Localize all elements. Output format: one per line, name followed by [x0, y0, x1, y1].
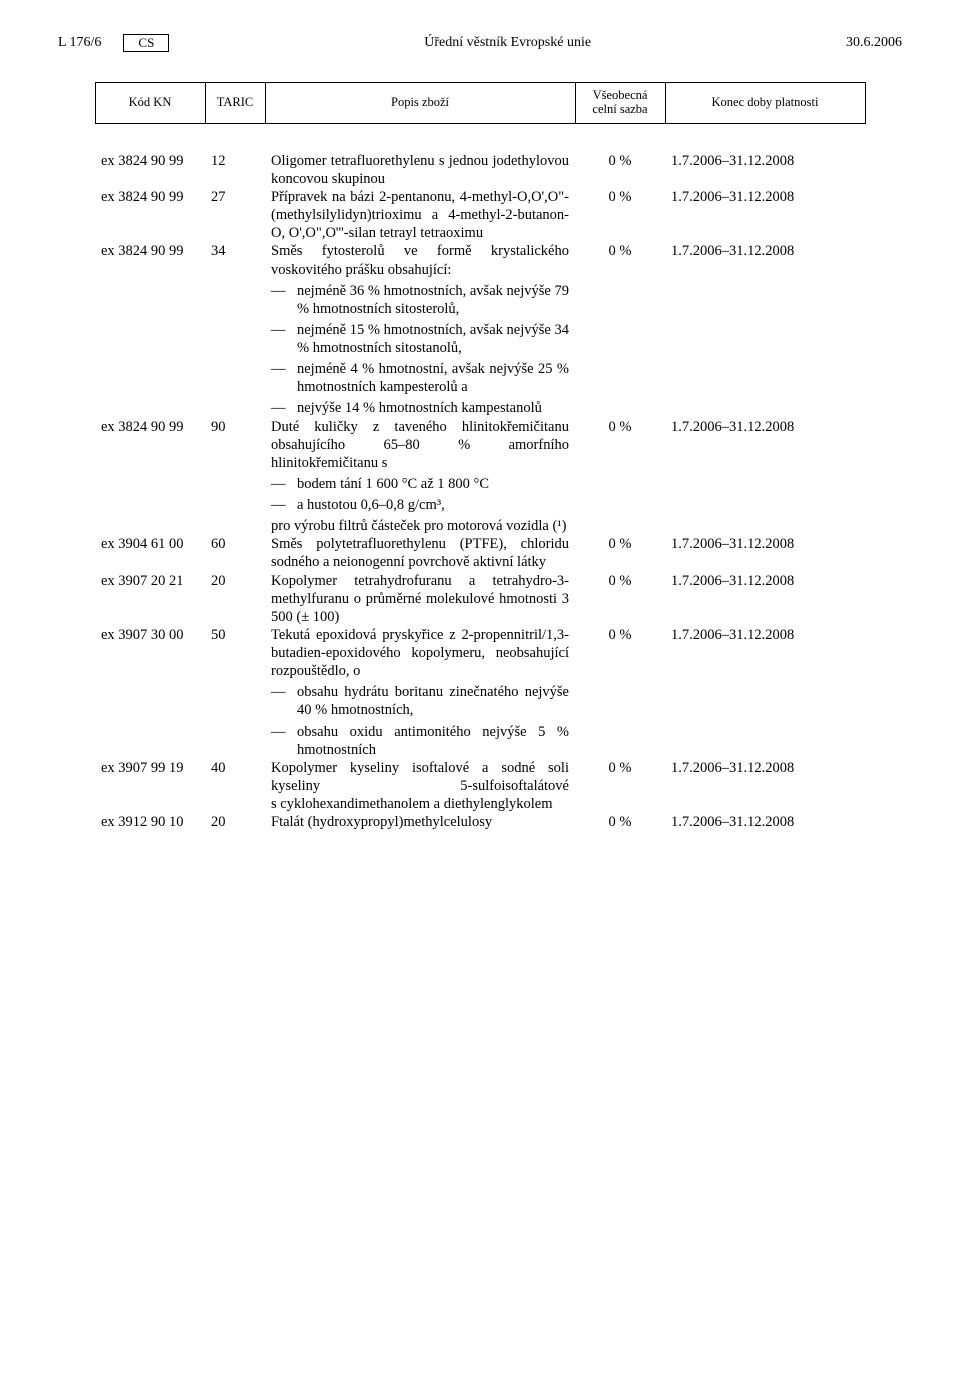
page-reference: L 176/6 — [58, 34, 101, 52]
cell-description: Kopolymer kyseliny isoftalové a sodné so… — [265, 759, 575, 813]
cell-period: 1.7.2006–31.12.2008 — [665, 759, 865, 813]
bullet-item: nejméně 15 % hmotnostních, avšak nejvýše… — [271, 321, 569, 357]
cell-kn: ex 3824 90 99 — [95, 188, 205, 242]
cell-kn: ex 3907 99 19 — [95, 759, 205, 813]
cell-period: 1.7.2006–31.12.2008 — [665, 123, 865, 188]
description-main: Ftalát (hydroxypropyl)methylcelulosy — [271, 813, 569, 831]
cell-description: Duté kuličky z taveného hlinitokřemičita… — [265, 418, 575, 536]
tariff-table: Kód KN TARIC Popis zboží Všeobecná celní… — [95, 82, 866, 831]
description-main: Kopolymer kyseliny isoftalové a sodné so… — [271, 759, 569, 813]
cell-rate: 0 % — [575, 626, 665, 759]
cell-taric: 34 — [205, 242, 265, 417]
cell-kn: ex 3907 30 00 — [95, 626, 205, 759]
table-header-row: Kód KN TARIC Popis zboží Všeobecná celní… — [95, 83, 865, 124]
bullet-item: obsahu oxidu antimonitého nejvýše 5 % hm… — [271, 723, 569, 759]
table-row: ex 3907 30 0050Tekutá epoxidová pryskyři… — [95, 626, 865, 759]
description-main: Přípravek na bázi 2-pentanonu, 4-methyl-… — [271, 188, 569, 242]
table-row: ex 3904 61 0060Směs polytetrafluorethyle… — [95, 535, 865, 571]
bullet-item: nejméně 4 % hmotnostní, avšak nejvýše 25… — [271, 360, 569, 396]
cell-kn: ex 3824 90 99 — [95, 418, 205, 536]
cell-period: 1.7.2006–31.12.2008 — [665, 242, 865, 417]
page: L 176/6 CS Úřední věstník Evropské unie … — [0, 0, 960, 1386]
cell-rate: 0 % — [575, 535, 665, 571]
cell-description: Ftalát (hydroxypropyl)methylcelulosy — [265, 813, 575, 831]
description-main: Oligomer tetrafluorethylenu s jednou jod… — [271, 152, 569, 188]
cell-taric: 40 — [205, 759, 265, 813]
table-row: ex 3824 90 9934Směs fytosterolů ve formě… — [95, 242, 865, 417]
cell-period: 1.7.2006–31.12.2008 — [665, 626, 865, 759]
cell-taric: 27 — [205, 188, 265, 242]
cell-rate: 0 % — [575, 418, 665, 536]
cell-taric: 12 — [205, 123, 265, 188]
bullet-item: nejvýše 14 % hmotnostních kampestanolů — [271, 399, 569, 417]
bullet-item: bodem tání 1 600 °C až 1 800 °C — [271, 475, 569, 493]
cell-period: 1.7.2006–31.12.2008 — [665, 572, 865, 626]
cell-kn: ex 3912 90 10 — [95, 813, 205, 831]
col-taric: TARIC — [205, 83, 265, 124]
description-main: Tekutá epoxidová pryskyřice z 2-propenni… — [271, 626, 569, 680]
cell-rate: 0 % — [575, 759, 665, 813]
cell-kn: ex 3824 90 99 — [95, 123, 205, 188]
cell-rate: 0 % — [575, 813, 665, 831]
table-row: ex 3912 90 1020 Ftalát (hydroxypropyl)met… — [95, 813, 865, 831]
cell-taric: 20 — [205, 813, 265, 831]
cell-description: Tekutá epoxidová pryskyřice z 2-propenni… — [265, 626, 575, 759]
cell-taric: 50 — [205, 626, 265, 759]
cell-description: Oligomer tetrafluorethylenu s jednou jod… — [265, 123, 575, 188]
cell-kn: ex 3824 90 99 — [95, 242, 205, 417]
description-main: Směs polytetrafluorethylenu (PTFE), chlo… — [271, 535, 569, 571]
journal-title: Úřední věstník Evropské unie — [169, 34, 846, 52]
col-rate: Všeobecná celní sazba — [575, 83, 665, 124]
cell-taric: 90 — [205, 418, 265, 536]
description-main: Směs fytosterolů ve formě krystalického … — [271, 242, 569, 278]
cell-description: Směs polytetrafluorethylenu (PTFE), chlo… — [265, 535, 575, 571]
col-period: Konec doby platnosti — [665, 83, 865, 124]
cell-kn: ex 3904 61 00 — [95, 535, 205, 571]
description-bullets: nejméně 36 % hmotnostních, avšak nejvýše… — [271, 282, 569, 418]
cell-description: Kopolymer tetrahydrofuranu a tetrahydro-… — [265, 572, 575, 626]
bullet-item: nejméně 36 % hmotnostních, avšak nejvýše… — [271, 282, 569, 318]
cell-period: 1.7.2006–31.12.2008 — [665, 188, 865, 242]
publication-date: 30.6.2006 — [846, 34, 902, 52]
description-bullets: bodem tání 1 600 °C až 1 800 °C a hustoto… — [271, 475, 569, 514]
bullet-item: a hustotou 0,6–0,8 g/cm³, — [271, 496, 569, 514]
table-row: ex 3824 90 9990Duté kuličky z taveného h… — [95, 418, 865, 536]
cell-rate: 0 % — [575, 188, 665, 242]
cell-rate: 0 % — [575, 572, 665, 626]
table-row: ex 3824 90 9927Přípravek na bázi 2-penta… — [95, 188, 865, 242]
cell-period: 1.7.2006–31.12.2008 — [665, 535, 865, 571]
bullet-item: obsahu hydrátu boritanu zinečnatého nejv… — [271, 683, 569, 719]
header-left: L 176/6 CS — [58, 34, 169, 52]
table-row: ex 3907 99 1940Kopolymer kyseliny isofta… — [95, 759, 865, 813]
cell-kn: ex 3907 20 21 — [95, 572, 205, 626]
running-header: L 176/6 CS Úřední věstník Evropské unie … — [58, 34, 902, 52]
col-kn: Kód KN — [95, 83, 205, 124]
cell-description: Přípravek na bázi 2-pentanonu, 4-methyl-… — [265, 188, 575, 242]
cell-taric: 20 — [205, 572, 265, 626]
language-badge: CS — [123, 34, 169, 52]
cell-taric: 60 — [205, 535, 265, 571]
cell-period: 1.7.2006–31.12.2008 — [665, 813, 865, 831]
col-desc: Popis zboží — [265, 83, 575, 124]
cell-rate: 0 % — [575, 123, 665, 188]
cell-rate: 0 % — [575, 242, 665, 417]
description-main: Kopolymer tetrahydrofuranu a tetrahydro-… — [271, 572, 569, 626]
cell-description: Směs fytosterolů ve formě krystalického … — [265, 242, 575, 417]
table-row: ex 3824 90 9912Oligomer tetrafluorethyle… — [95, 123, 865, 188]
description-main: Duté kuličky z taveného hlinitokřemičita… — [271, 418, 569, 472]
cell-period: 1.7.2006–31.12.2008 — [665, 418, 865, 536]
description-tail: pro výrobu filtrů částeček pro motorová … — [271, 517, 569, 535]
table-row: ex 3907 20 2120Kopolymer tetrahydrofuran… — [95, 572, 865, 626]
description-bullets: obsahu hydrátu boritanu zinečnatého nejv… — [271, 683, 569, 759]
